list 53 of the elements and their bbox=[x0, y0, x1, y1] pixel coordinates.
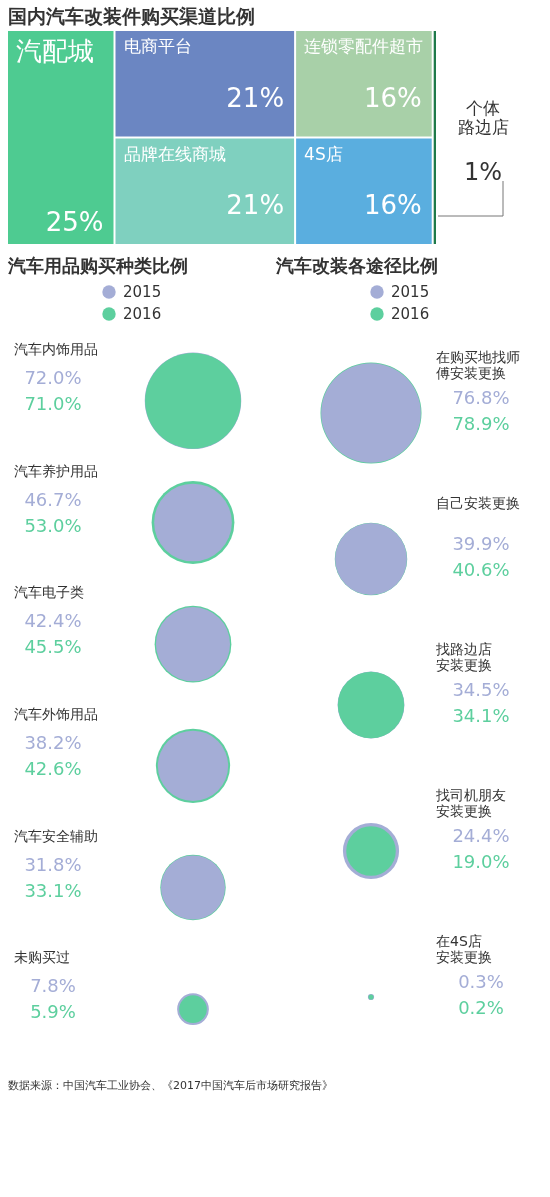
category-label: 汽车养护用品 bbox=[14, 462, 98, 479]
data-label: 53.0% bbox=[24, 514, 82, 536]
data-label: 7.8% bbox=[30, 975, 76, 997]
data-label: 46.7% bbox=[24, 488, 82, 510]
data-label: 39.9% bbox=[452, 533, 510, 554]
data-label: 16% bbox=[363, 82, 422, 113]
category-label: 未购买过 bbox=[14, 949, 70, 966]
legend-label: 2016 bbox=[391, 305, 430, 323]
category-label: 汽车外饰用品 bbox=[14, 705, 98, 722]
category-label: 个体路边店 bbox=[457, 98, 509, 137]
category-label: 找路边店安装更换 bbox=[435, 641, 492, 673]
text: 汽车改装各途径比例 bbox=[275, 255, 438, 276]
category-label: 在4S店安装更换 bbox=[436, 933, 492, 965]
data-label: 5.9% bbox=[30, 1001, 76, 1023]
data-label: 40.6% bbox=[452, 559, 510, 580]
data-label: 72.0% bbox=[24, 366, 82, 388]
data-label: 33.1% bbox=[24, 879, 82, 901]
text: 汽车用品购买种类比例 bbox=[7, 255, 188, 276]
legend-label: 2015 bbox=[391, 283, 430, 301]
data-label: 78.9% bbox=[452, 413, 510, 434]
data-label: 31.8% bbox=[24, 853, 82, 875]
data-label: 0.3% bbox=[458, 971, 504, 992]
data-label: 38.2% bbox=[24, 731, 82, 753]
category-label: 自己安装更换 bbox=[436, 495, 520, 511]
category-label: 汽车内饰用品 bbox=[14, 340, 98, 357]
data-label: 19.0% bbox=[452, 851, 510, 872]
data-label: 42.4% bbox=[24, 610, 82, 632]
category-label: 汽车安全辅助 bbox=[14, 827, 98, 844]
data-label: 24.4% bbox=[452, 825, 510, 846]
category-label: 汽配城 bbox=[16, 36, 94, 66]
legend-label: 2016 bbox=[123, 305, 162, 323]
category-label: 在购买地找师傅安装更换 bbox=[436, 349, 520, 381]
data-label: 71.0% bbox=[24, 392, 82, 414]
data-label: 16% bbox=[363, 190, 422, 221]
category-label: 找司机朋友安装更换 bbox=[435, 787, 506, 819]
legend-label: 2015 bbox=[123, 283, 162, 301]
category-label: 4S店 bbox=[304, 143, 343, 164]
category-label: 连锁零配件超市 bbox=[304, 36, 424, 56]
data-label: 34.5% bbox=[452, 679, 510, 700]
text: 国内汽车改装件购买渠道比例 bbox=[8, 5, 255, 27]
category-label: 电商平台 bbox=[123, 36, 192, 56]
data-label: 1% bbox=[463, 158, 503, 186]
source-note: 数据来源：中国汽车工业协会、《2017中国汽车后市场研究报告》 bbox=[8, 1079, 333, 1092]
data-label: 21% bbox=[226, 190, 285, 221]
data-label: 45.5% bbox=[24, 636, 82, 658]
category-label: 品牌在线商城 bbox=[123, 143, 226, 164]
data-label: 25% bbox=[45, 207, 104, 237]
data-label: 0.2% bbox=[458, 997, 504, 1018]
data-label: 76.8% bbox=[452, 387, 510, 408]
data-label: 34.1% bbox=[452, 705, 510, 726]
category-label: 汽车电子类 bbox=[14, 584, 84, 601]
data-label: 42.6% bbox=[24, 757, 82, 779]
data-label: 21% bbox=[226, 82, 285, 113]
